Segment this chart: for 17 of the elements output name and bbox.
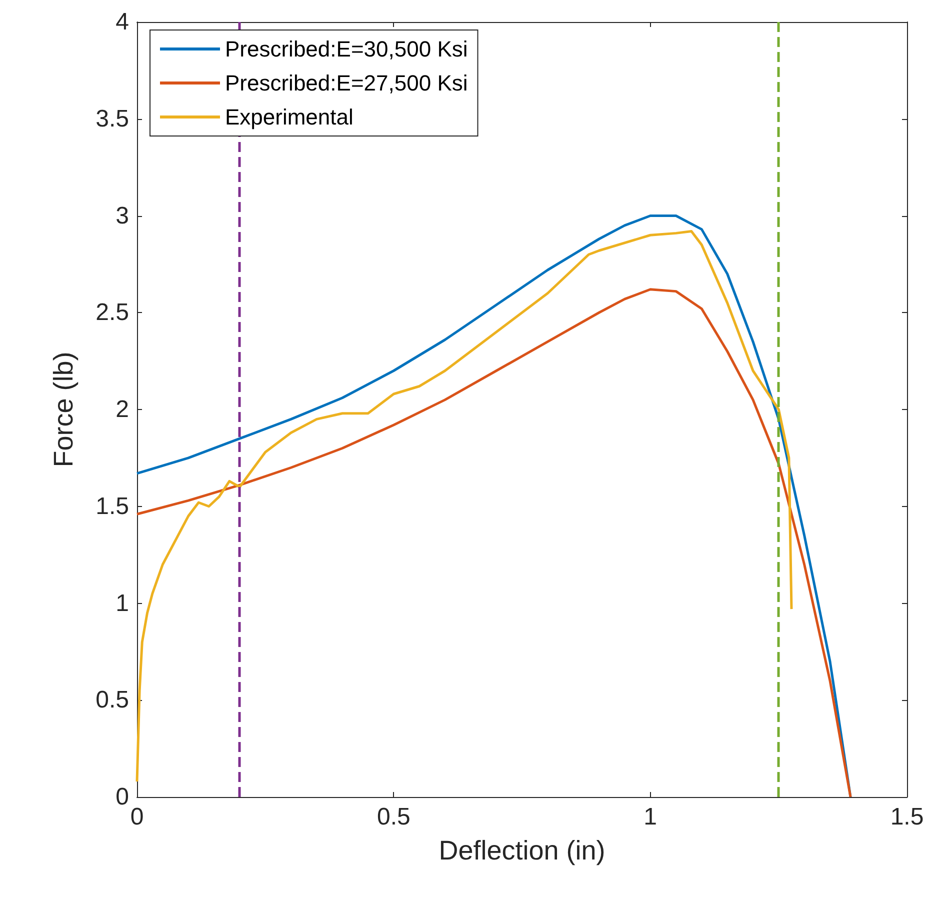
legend-label: Experimental	[225, 104, 354, 130]
y-tick-label: 1.5	[96, 492, 129, 520]
x-tick-label: 1.5	[890, 804, 924, 830]
x-axis-title: Deflection (in)	[438, 836, 606, 866]
y-tick-label: 4	[116, 8, 129, 36]
x-tick-label: 0.5	[376, 804, 410, 830]
y-axis-title: Force (lb)	[48, 352, 78, 468]
y-tick-label: 1	[116, 590, 129, 617]
y-tick-label: 3	[116, 202, 129, 230]
y-tick-label: 2.5	[96, 299, 129, 326]
legend-label: Prescribed:E=30,500 Ksi	[225, 36, 468, 62]
y-tick-label: 0.5	[96, 686, 129, 714]
x-tick-label: 1	[644, 804, 658, 830]
y-tick-label: 3.5	[96, 105, 129, 132]
legend-label: Prescribed:E=27,500 Ksi	[225, 70, 468, 96]
y-tick-label: 2	[116, 396, 129, 423]
y-tick-label: 0	[116, 784, 129, 810]
